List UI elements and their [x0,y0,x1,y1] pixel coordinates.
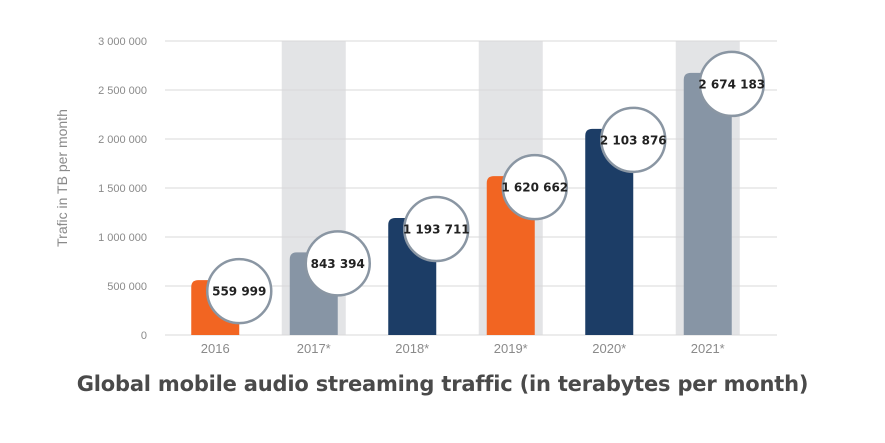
y-tick-label: 500 000 [107,281,147,293]
y-tick-label: 1 000 000 [98,232,147,244]
data-labels: 559 999 843 394 1 193 711 1 620 662 2 103 87… [206,50,765,325]
bar [683,72,732,336]
data-label: 1 193 711 [403,195,470,263]
data-label: 2 103 876 [600,106,667,174]
y-axis-label: Trafic in TB per month [54,109,70,247]
data-label-text: 2 674 183 [698,77,765,91]
data-label-circle [304,230,371,297]
x-tick-label: 2017* [297,341,331,356]
data-label-circle [501,153,568,221]
y-tick-label: 2 500 000 [98,85,147,97]
data-label-circle [403,195,470,263]
x-tick-label: 2019* [494,341,528,356]
data-label-text: 2 103 876 [600,133,667,147]
data-label-circle [600,106,667,174]
data-label: 843 394 [304,230,371,297]
x-tick-label: 2018* [395,341,429,356]
x-tick-label: 2016 [201,341,230,356]
data-label-text: 1 620 662 [501,181,568,195]
x-tick-label: 2021* [691,341,725,356]
y-axis-tick-labels: 0 500 000 1 000 000 1 500 000 2 000 000 2 500… [98,36,147,342]
data-label-text: 843 394 [311,257,365,271]
chart-title: Global mobile audio streaming traffic (i… [76,372,809,396]
data-label-circle [206,257,273,325]
y-tick-label: 2 000 000 [98,134,147,146]
data-label: 1 620 662 [501,153,568,221]
x-tick-label: 2020* [592,341,626,356]
data-label: 2 674 183 [698,50,765,118]
data-label: 559 999 [206,257,273,325]
y-tick-label: 3 000 000 [98,36,147,48]
x-axis-tick-labels: 2016 2017* 2018* 2019* 2020* 2021* [201,341,725,356]
data-label-circle [698,50,765,118]
y-tick-label: 0 [141,330,147,342]
bar [585,128,634,335]
data-label-text: 1 193 711 [403,223,470,237]
data-label-text: 559 999 [212,285,266,299]
y-tick-label: 1 500 000 [98,183,147,195]
